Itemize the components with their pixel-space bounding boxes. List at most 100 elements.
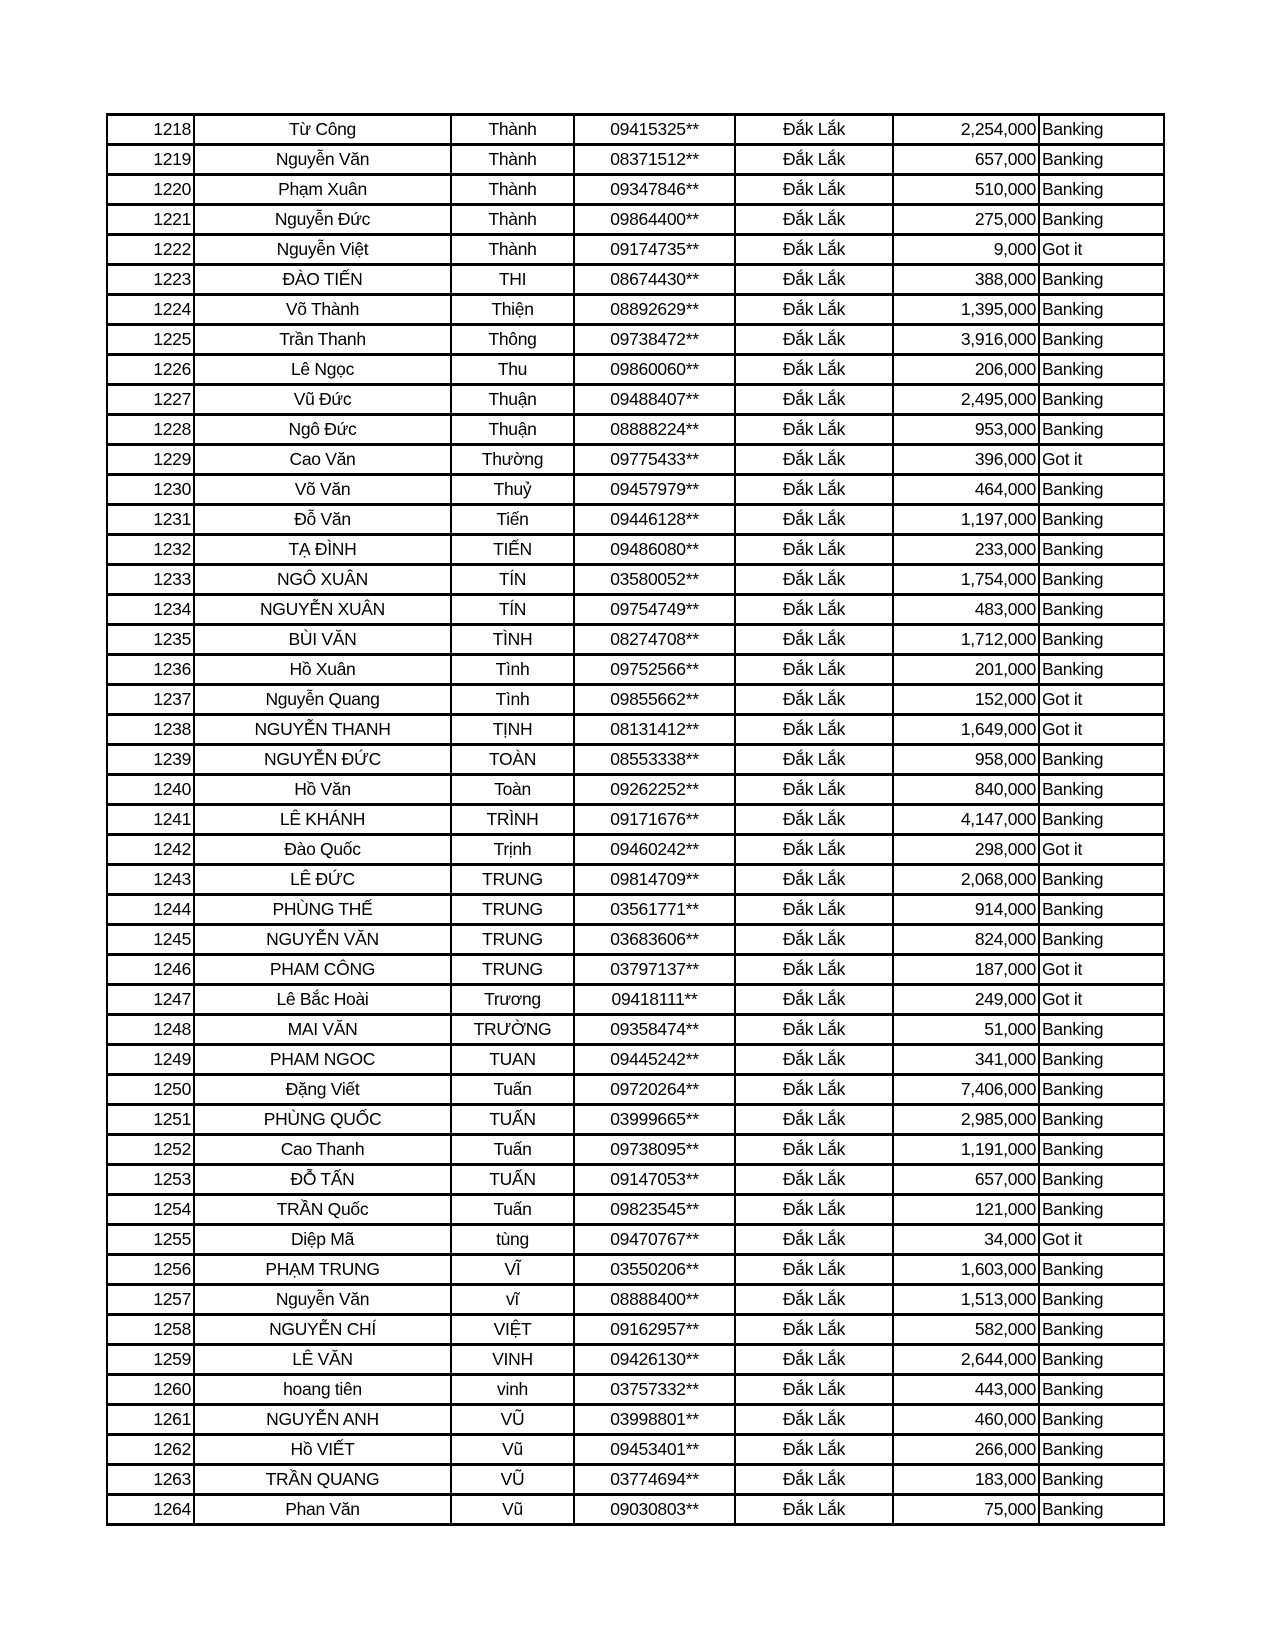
cell-row-number: 1227 — [106, 383, 195, 416]
cell-last-name: Thông — [450, 323, 575, 356]
cell-last-name: Tình — [450, 653, 575, 686]
cell-last-name: TÌNH — [450, 623, 575, 656]
cell-status: Banking — [1038, 203, 1165, 236]
cell-status: Got it — [1038, 683, 1165, 716]
table-row: 1262 Hồ VIẾT Vũ 09453401** Đắk Lắk 266,000 Ban… — [106, 1433, 1165, 1466]
cell-first-middle-name: PHẠM TRUNG — [193, 1253, 452, 1286]
cell-phone-number: 03550206** — [573, 1253, 736, 1286]
cell-amount: 2,644,000 — [892, 1343, 1040, 1376]
cell-last-name: TÍN — [450, 563, 575, 596]
cell-status: Banking — [1038, 563, 1165, 596]
cell-phone-number: 09418111** — [573, 983, 736, 1016]
cell-first-middle-name: NGUYỄN THANH — [193, 713, 452, 746]
cell-province: Đắk Lắk — [734, 413, 894, 446]
cell-row-number: 1253 — [106, 1163, 195, 1196]
cell-row-number: 1232 — [106, 533, 195, 566]
cell-amount: 75,000 — [892, 1493, 1040, 1526]
cell-phone-number: 03998801** — [573, 1403, 736, 1436]
cell-amount: 396,000 — [892, 443, 1040, 476]
cell-province: Đắk Lắk — [734, 1253, 894, 1286]
cell-phone-number: 09486080** — [573, 533, 736, 566]
cell-phone-number: 09738095** — [573, 1133, 736, 1166]
cell-first-middle-name: Vũ Đức — [193, 383, 452, 416]
cell-first-middle-name: NGUYỄN ANH — [193, 1403, 452, 1436]
cell-province: Đắk Lắk — [734, 503, 894, 536]
cell-first-middle-name: TẠ ĐÌNH — [193, 533, 452, 566]
cell-first-middle-name: Từ Công — [193, 113, 452, 146]
cell-first-middle-name: Nguyễn Quang — [193, 683, 452, 716]
cell-last-name: TRUNG — [450, 863, 575, 896]
cell-row-number: 1235 — [106, 623, 195, 656]
cell-status: Banking — [1038, 923, 1165, 956]
cell-row-number: 1223 — [106, 263, 195, 296]
cell-row-number: 1239 — [106, 743, 195, 776]
cell-row-number: 1222 — [106, 233, 195, 266]
cell-phone-number: 09415325** — [573, 113, 736, 146]
cell-amount: 2,985,000 — [892, 1103, 1040, 1136]
cell-amount: 464,000 — [892, 473, 1040, 506]
table-row: 1250 Đặng Viết Tuấn 09720264** Đắk Lắk 7,406,… — [106, 1073, 1165, 1106]
cell-province: Đắk Lắk — [734, 1343, 894, 1376]
table-row: 1258 NGUYỄN CHÍ VIỆT 09162957** Đắk Lắk 582,0… — [106, 1313, 1165, 1346]
cell-province: Đắk Lắk — [734, 953, 894, 986]
cell-first-middle-name: LÊ KHÁNH — [193, 803, 452, 836]
table-row: 1249 PHAM NGOC TUAN 09445242** Đắk Lắk 341,00… — [106, 1043, 1165, 1076]
cell-status: Banking — [1038, 623, 1165, 656]
cell-amount: 1,197,000 — [892, 503, 1040, 536]
cell-last-name: Thành — [450, 143, 575, 176]
cell-first-middle-name: Cao Thanh — [193, 1133, 452, 1166]
cell-phone-number: 09426130** — [573, 1343, 736, 1376]
cell-status: Banking — [1038, 533, 1165, 566]
cell-phone-number: 09446128** — [573, 503, 736, 536]
cell-phone-number: 09720264** — [573, 1073, 736, 1106]
cell-first-middle-name: TRẦN QUANG — [193, 1463, 452, 1496]
cell-province: Đắk Lắk — [734, 743, 894, 776]
table-row: 1220 Phạm Xuân Thành 09347846** Đắk Lắk 510,0… — [106, 173, 1165, 206]
cell-status: Got it — [1038, 713, 1165, 746]
table-row: 1240 Hồ Văn Toàn 09262252** Đắk Lắk 840,000 Ba… — [106, 773, 1165, 806]
cell-status: Banking — [1038, 1103, 1165, 1136]
cell-province: Đắk Lắk — [734, 1463, 894, 1496]
table-row: 1251 PHÙNG QUỐC TUẤN 03999665** Đắk Lắk 2,985… — [106, 1103, 1165, 1136]
cell-first-middle-name: Phạm Xuân — [193, 173, 452, 206]
cell-phone-number: 08892629** — [573, 293, 736, 326]
cell-last-name: Thu — [450, 353, 575, 386]
cell-province: Đắk Lắk — [734, 1223, 894, 1256]
cell-row-number: 1244 — [106, 893, 195, 926]
cell-amount: 9,000 — [892, 233, 1040, 266]
table-row: 1246 PHAM CÔNG TRUNG 03797137** Đắk Lắk 187,0… — [106, 953, 1165, 986]
cell-province: Đắk Lắk — [734, 1283, 894, 1316]
cell-amount: 388,000 — [892, 263, 1040, 296]
cell-status: Banking — [1038, 593, 1165, 626]
cell-amount: 3,916,000 — [892, 323, 1040, 356]
cell-row-number: 1233 — [106, 563, 195, 596]
cell-row-number: 1247 — [106, 983, 195, 1016]
cell-row-number: 1241 — [106, 803, 195, 836]
table-row: 1242 Đào Quốc Trịnh 09460242** Đắk Lắk 298,00… — [106, 833, 1165, 866]
cell-province: Đắk Lắk — [734, 1043, 894, 1076]
cell-amount: 657,000 — [892, 143, 1040, 176]
cell-row-number: 1237 — [106, 683, 195, 716]
cell-row-number: 1224 — [106, 293, 195, 326]
cell-province: Đắk Lắk — [734, 443, 894, 476]
cell-amount: 7,406,000 — [892, 1073, 1040, 1106]
table-row: 1248 MAI VĂN TRƯỜNG 09358474** Đắk Lắk 51,000… — [106, 1013, 1165, 1046]
cell-province: Đắk Lắk — [734, 473, 894, 506]
table-row: 1254 TRẦN Quốc Tuấn 09823545** Đắk Lắk 121,00… — [106, 1193, 1165, 1226]
cell-row-number: 1252 — [106, 1133, 195, 1166]
cell-province: Đắk Lắk — [734, 593, 894, 626]
cell-status: Banking — [1038, 1433, 1165, 1466]
cell-province: Đắk Lắk — [734, 203, 894, 236]
table-row: 1259 LÊ VĂN VINH 09426130** Đắk Lắk 2,644,000… — [106, 1343, 1165, 1376]
cell-last-name: TIẾN — [450, 533, 575, 566]
cell-row-number: 1254 — [106, 1193, 195, 1226]
cell-phone-number: 08131412** — [573, 713, 736, 746]
cell-status: Banking — [1038, 1493, 1165, 1526]
cell-status: Banking — [1038, 143, 1165, 176]
cell-phone-number: 09174735** — [573, 233, 736, 266]
cell-amount: 2,495,000 — [892, 383, 1040, 416]
cell-amount: 187,000 — [892, 953, 1040, 986]
cell-province: Đắk Lắk — [734, 233, 894, 266]
cell-first-middle-name: Phan Văn — [193, 1493, 452, 1526]
cell-row-number: 1250 — [106, 1073, 195, 1106]
